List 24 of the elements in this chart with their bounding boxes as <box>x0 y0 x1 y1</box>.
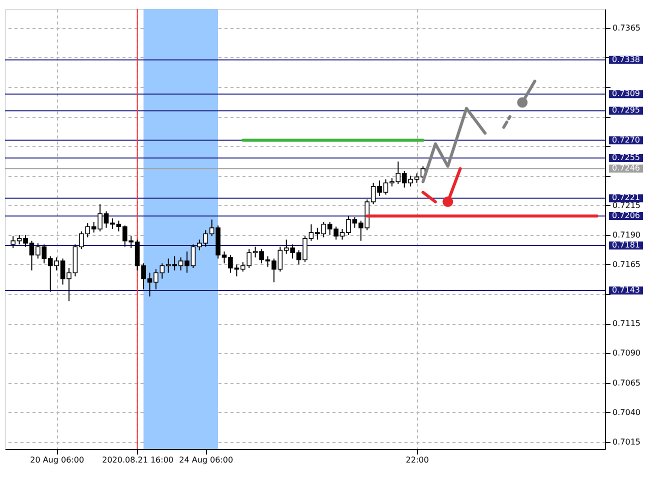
ref-line-label: 0.7181 <box>612 240 640 250</box>
y-tick-label: 0.7215 <box>612 200 640 210</box>
ref-line-label: 0.7270 <box>612 135 640 144</box>
x-tick-label: 22:00 <box>406 456 429 464</box>
ref-line-label: 0.7338 <box>612 54 640 64</box>
y-tick-label: 0.7115 <box>612 319 640 328</box>
ref-line-label: 0.7309 <box>612 89 640 98</box>
ref-line-label: 0.7246 <box>612 164 640 173</box>
y-tick-label: 0.7365 <box>612 23 640 32</box>
y-tick-label: 0.7065 <box>612 378 640 388</box>
x-tick-label: 2020.08.21 16:00 <box>102 456 174 464</box>
y-tick-label: 0.7190 <box>612 230 640 240</box>
line-series <box>422 106 487 184</box>
y-tick-label: 0.7040 <box>612 408 640 417</box>
ref-line-label: 0.7295 <box>612 106 640 115</box>
ref-line-label: 0.7143 <box>612 286 640 295</box>
x-tick-label: 20 Aug 06:00 <box>30 456 84 464</box>
y-tick-label: 0.7015 <box>612 437 640 446</box>
ref-line-label: 0.7221 <box>612 193 640 202</box>
y-tick-label: 0.7165 <box>612 260 640 269</box>
x-tick-label: 24 Aug 06:00 <box>179 456 234 464</box>
y-tick-label: 0.7090 <box>612 348 640 358</box>
ref-line-label: 0.7255 <box>612 153 640 162</box>
ref-line-label: 0.7206 <box>612 210 640 220</box>
